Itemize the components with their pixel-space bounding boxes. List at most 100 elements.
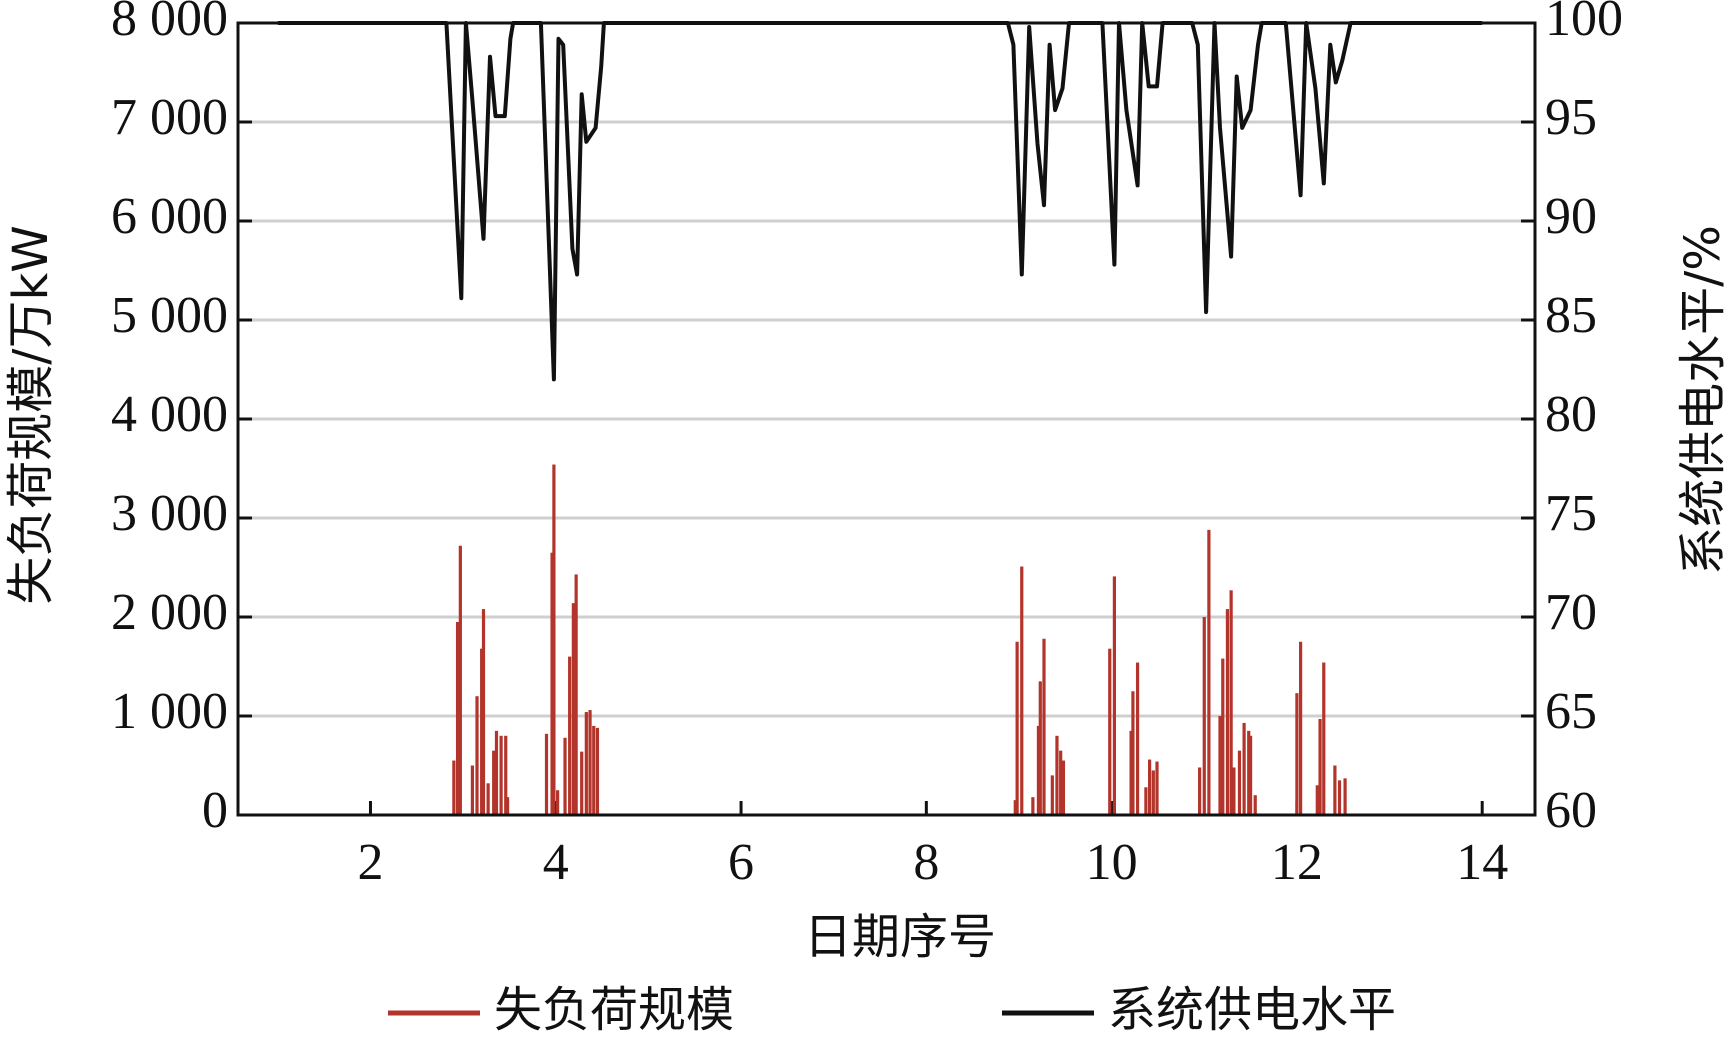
- bar: [550, 552, 554, 815]
- bar: [1042, 638, 1046, 815]
- y2-tick-label: 85: [1545, 287, 1597, 344]
- y-tick-label: 5 000: [111, 287, 228, 344]
- bar: [595, 727, 600, 815]
- bar: [505, 797, 510, 815]
- y2-tick-label: 60: [1545, 782, 1597, 839]
- bar: [571, 603, 575, 815]
- bar: [1318, 718, 1322, 815]
- bar: [1202, 617, 1206, 815]
- x-tick-label: 12: [1271, 834, 1323, 891]
- bar: [552, 464, 556, 815]
- bar: [470, 765, 474, 815]
- bar: [1144, 787, 1148, 815]
- bar: [1207, 529, 1211, 815]
- y-tick-label: 8 000: [111, 0, 228, 47]
- bar: [1036, 725, 1041, 815]
- plot-frame: [236, 21, 1537, 817]
- bar: [1225, 609, 1230, 815]
- x-tick-label: 8: [913, 834, 939, 891]
- bar: [1232, 767, 1236, 815]
- bar: [1129, 730, 1133, 815]
- bar: [480, 648, 484, 815]
- y2-tick-label: 75: [1545, 485, 1597, 542]
- bar: [494, 730, 499, 815]
- bar: [1059, 750, 1063, 815]
- bar: [1050, 775, 1054, 815]
- bar: [486, 783, 490, 815]
- bar: [1299, 641, 1303, 815]
- bar: [574, 574, 578, 815]
- bar: [481, 609, 486, 815]
- bar: [1038, 681, 1042, 815]
- bar: [1061, 760, 1066, 815]
- x-tick-label: 10: [1086, 834, 1138, 891]
- y2-tick-label: 70: [1545, 584, 1597, 641]
- bar: [1108, 648, 1112, 815]
- y-tick-label: 6 000: [111, 188, 228, 245]
- x-tick-label: 4: [543, 834, 569, 891]
- bar: [499, 735, 503, 815]
- bar: [1343, 778, 1347, 815]
- bar: [1015, 641, 1019, 815]
- x-tick-label: 6: [728, 834, 754, 891]
- bar: [1248, 735, 1253, 815]
- y-tick-label: 0: [202, 782, 228, 839]
- legend-label: 系统供电水平: [1108, 982, 1396, 1038]
- y-tick-label: 7 000: [111, 89, 228, 146]
- bar: [1253, 795, 1257, 815]
- bar: [1055, 735, 1059, 815]
- y-tick-label: 2 000: [111, 584, 228, 641]
- bar: [544, 733, 549, 815]
- bar: [1155, 761, 1159, 815]
- bar: [452, 760, 456, 815]
- bar: [584, 712, 588, 815]
- bar: [475, 696, 479, 815]
- y2-axis-title: 系统供电水平/%: [1675, 225, 1731, 575]
- bar: [455, 621, 460, 815]
- bar: [1247, 730, 1251, 815]
- bar: [1013, 800, 1017, 815]
- bar: [1151, 770, 1155, 815]
- bar: [1333, 765, 1337, 815]
- bar: [1221, 658, 1225, 815]
- bar: [1031, 797, 1035, 815]
- bar: [504, 735, 508, 815]
- bar: [458, 545, 462, 815]
- bar: [568, 656, 572, 815]
- bar: [1229, 590, 1233, 815]
- y2-tick-label: 100: [1545, 0, 1623, 47]
- bar: [588, 710, 592, 815]
- bar: [563, 737, 567, 815]
- y2-tick-label: 65: [1545, 683, 1597, 740]
- x-axis-title: 日期序号: [804, 909, 996, 965]
- x-tick-label: 14: [1456, 834, 1508, 891]
- bar: [1322, 662, 1326, 815]
- bar: [1237, 750, 1242, 815]
- line: [277, 21, 1483, 382]
- y2-tick-label: 95: [1545, 89, 1597, 146]
- legend-label: 失负荷规模: [494, 982, 734, 1038]
- bar: [1337, 780, 1342, 815]
- y-tick-label: 4 000: [111, 386, 228, 443]
- bar: [592, 725, 596, 815]
- bar: [1148, 759, 1152, 815]
- bar: [492, 750, 496, 815]
- x-tick-label: 2: [357, 834, 383, 891]
- y-axis-title: 失负荷规模/万kW: [3, 225, 59, 604]
- bar: [1198, 767, 1202, 815]
- bar: [556, 790, 560, 815]
- bar: [1218, 716, 1222, 815]
- y-tick-label: 1 000: [111, 683, 228, 740]
- y-tick-label: 3 000: [111, 485, 228, 542]
- y2-tick-label: 90: [1545, 188, 1597, 245]
- bar: [1242, 722, 1246, 815]
- y2-tick-label: 80: [1545, 386, 1597, 443]
- bar: [1315, 785, 1319, 815]
- bar: [1020, 566, 1024, 815]
- bar: [580, 751, 584, 815]
- bar: [1112, 576, 1117, 815]
- bar: [1295, 693, 1299, 815]
- bar: [1135, 662, 1140, 815]
